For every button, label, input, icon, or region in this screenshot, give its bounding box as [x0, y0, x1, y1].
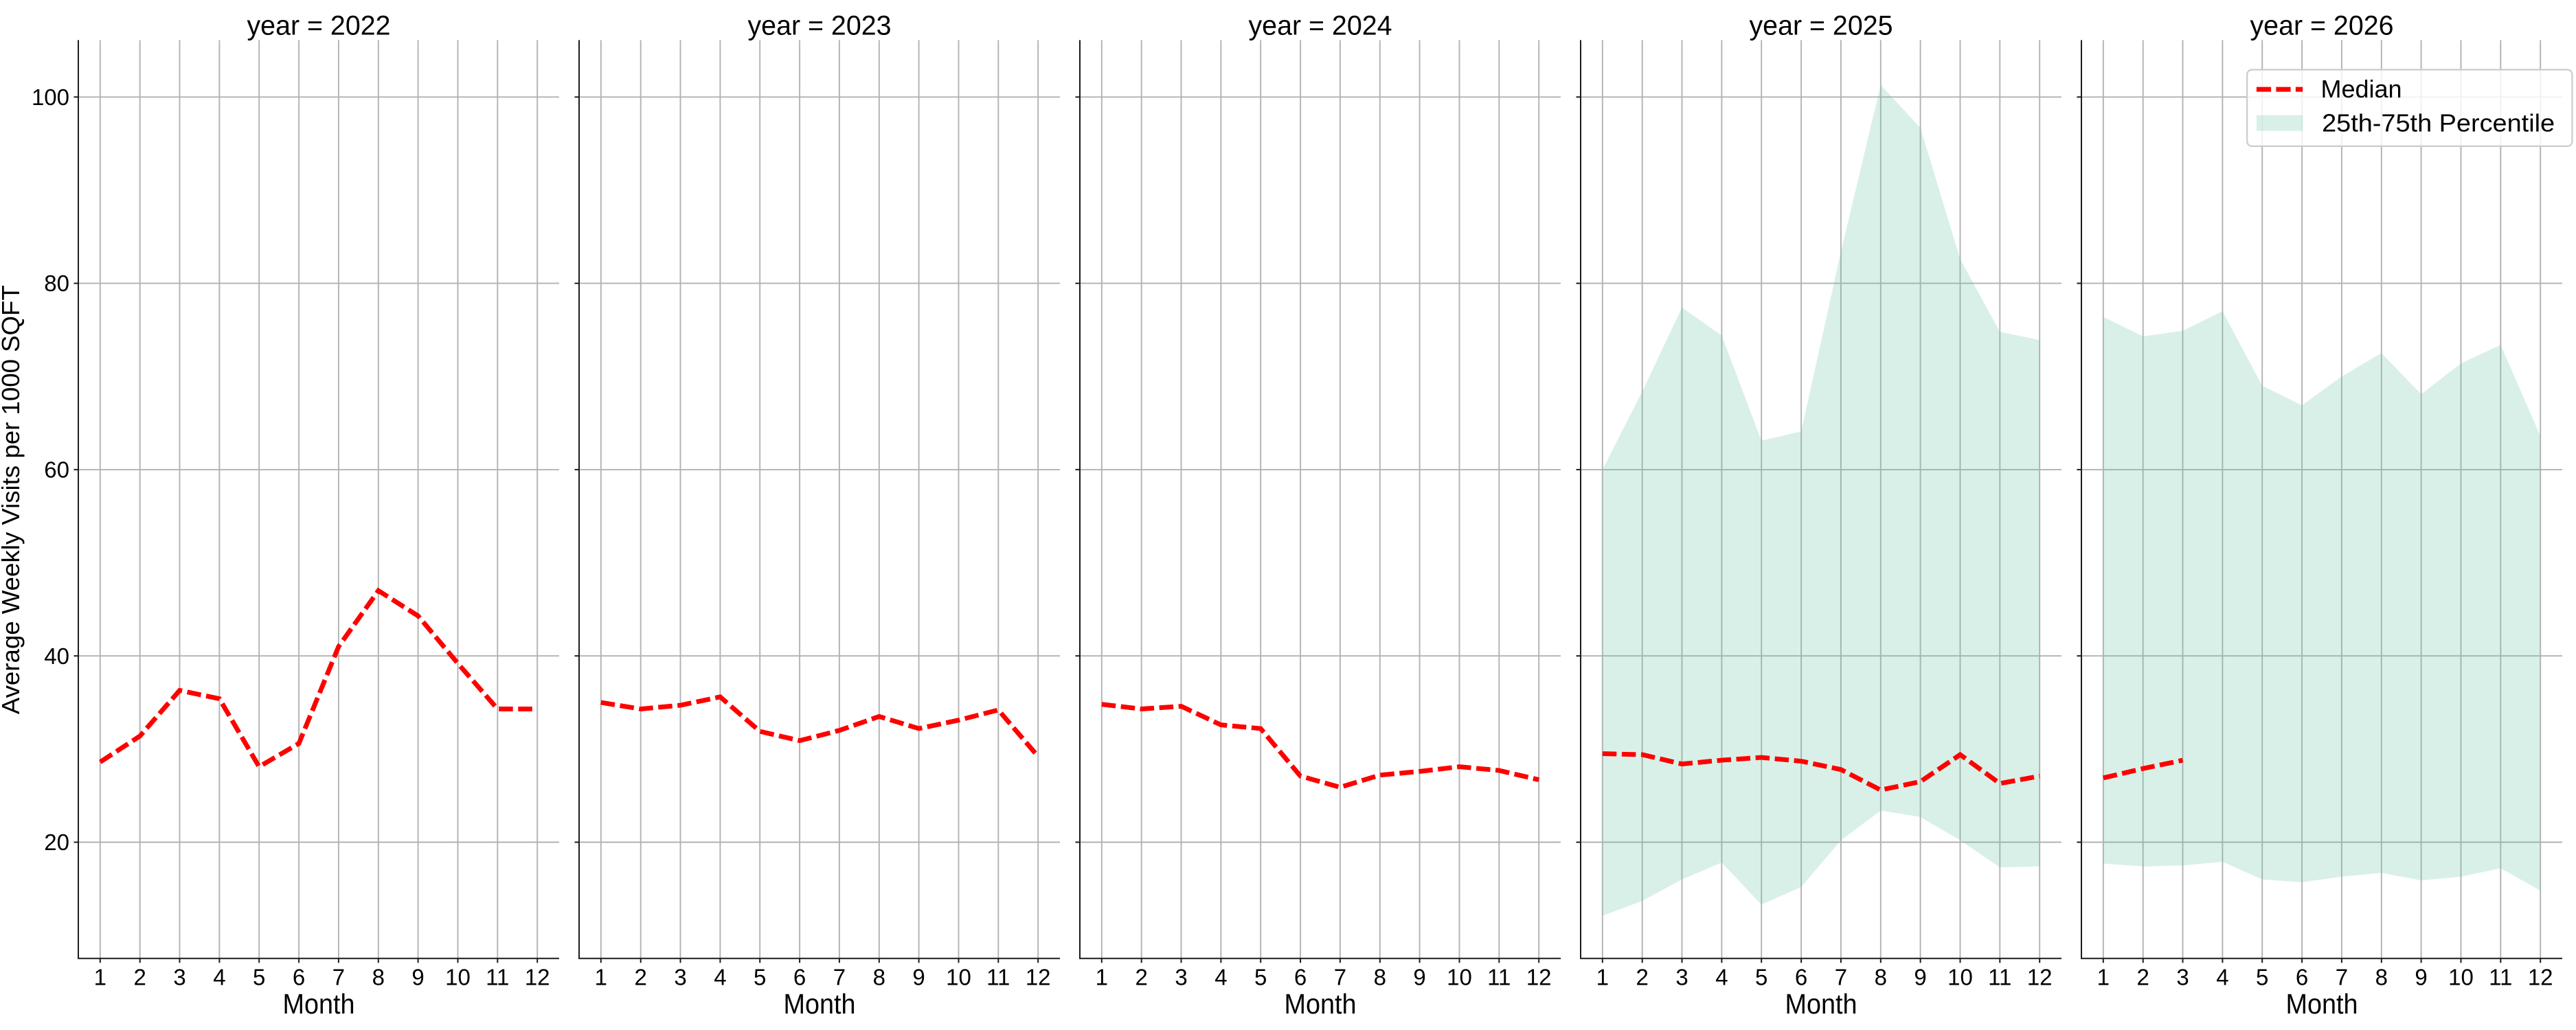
svg-text:6: 6 [793, 965, 806, 990]
svg-text:8: 8 [2375, 965, 2388, 990]
svg-text:11: 11 [2489, 965, 2512, 990]
svg-text:4: 4 [714, 965, 726, 990]
svg-text:9: 9 [1914, 965, 1926, 990]
svg-text:12: 12 [525, 965, 550, 990]
svg-text:1: 1 [94, 965, 106, 990]
svg-text:10: 10 [946, 965, 971, 990]
svg-text:7: 7 [2336, 965, 2348, 990]
svg-text:10: 10 [1447, 965, 1472, 990]
svg-text:7: 7 [1835, 965, 1847, 990]
svg-text:8: 8 [873, 965, 885, 990]
svg-text:5: 5 [1254, 965, 1267, 990]
svg-text:6: 6 [2296, 965, 2308, 990]
svg-text:10: 10 [445, 965, 471, 990]
svg-text:2: 2 [1136, 965, 1148, 990]
svg-text:12: 12 [1026, 965, 1051, 990]
svg-text:10: 10 [1947, 965, 1973, 990]
svg-text:60: 60 [44, 457, 69, 483]
svg-text:25th-75th Percentile: 25th-75th Percentile [2322, 109, 2555, 137]
svg-text:6: 6 [1294, 965, 1307, 990]
svg-text:year = 2022: year = 2022 [247, 10, 391, 41]
svg-text:5: 5 [253, 965, 265, 990]
svg-text:9: 9 [411, 965, 424, 990]
svg-text:11: 11 [486, 965, 509, 990]
svg-text:3: 3 [1675, 965, 1688, 990]
svg-text:Month: Month [1285, 988, 1357, 1020]
svg-text:40: 40 [44, 643, 69, 669]
svg-text:80: 80 [44, 271, 69, 296]
svg-text:3: 3 [674, 965, 686, 990]
svg-text:7: 7 [332, 965, 345, 990]
svg-text:1: 1 [1096, 965, 1108, 990]
svg-text:2: 2 [1636, 965, 1649, 990]
svg-text:2: 2 [2137, 965, 2149, 990]
svg-text:3: 3 [1175, 965, 1187, 990]
svg-text:11: 11 [1487, 965, 1511, 990]
svg-text:Average Weekly Visits per 1000: Average Weekly Visits per 1000 SQFT [0, 285, 25, 714]
svg-text:year = 2024: year = 2024 [1249, 10, 1392, 41]
svg-text:6: 6 [1795, 965, 1807, 990]
svg-text:6: 6 [293, 965, 305, 990]
svg-text:5: 5 [754, 965, 766, 990]
svg-text:9: 9 [1413, 965, 1425, 990]
svg-text:year = 2025: year = 2025 [1750, 10, 1893, 41]
svg-text:year = 2023: year = 2023 [748, 10, 892, 41]
svg-text:8: 8 [1875, 965, 1887, 990]
svg-text:20: 20 [44, 829, 69, 855]
svg-text:4: 4 [1715, 965, 1728, 990]
svg-text:100: 100 [32, 84, 69, 110]
svg-text:4: 4 [213, 965, 225, 990]
svg-text:8: 8 [372, 965, 385, 990]
svg-text:Month: Month [283, 988, 355, 1020]
svg-text:4: 4 [1214, 965, 1227, 990]
svg-text:4: 4 [2216, 965, 2228, 990]
svg-text:year = 2026: year = 2026 [2250, 10, 2394, 41]
svg-text:12: 12 [1526, 965, 1552, 990]
svg-text:5: 5 [1755, 965, 1767, 990]
svg-text:9: 9 [912, 965, 925, 990]
svg-text:12: 12 [2528, 965, 2553, 990]
svg-text:11: 11 [986, 965, 1010, 990]
svg-text:10: 10 [2448, 965, 2474, 990]
svg-text:1: 1 [1596, 965, 1609, 990]
svg-text:Month: Month [1785, 988, 1857, 1020]
svg-text:3: 3 [2176, 965, 2189, 990]
svg-text:8: 8 [1374, 965, 1386, 990]
svg-text:1: 1 [2097, 965, 2110, 990]
svg-text:7: 7 [1334, 965, 1346, 990]
svg-text:Month: Month [784, 988, 856, 1020]
svg-text:2: 2 [134, 965, 146, 990]
svg-text:9: 9 [2415, 965, 2427, 990]
svg-text:5: 5 [2256, 965, 2268, 990]
svg-text:12: 12 [2027, 965, 2053, 990]
svg-text:3: 3 [173, 965, 185, 990]
svg-text:2: 2 [635, 965, 647, 990]
svg-text:7: 7 [833, 965, 846, 990]
svg-text:Month: Month [2286, 988, 2358, 1020]
svg-text:11: 11 [1988, 965, 2011, 990]
svg-text:1: 1 [595, 965, 607, 990]
svg-text:Median: Median [2321, 75, 2402, 103]
